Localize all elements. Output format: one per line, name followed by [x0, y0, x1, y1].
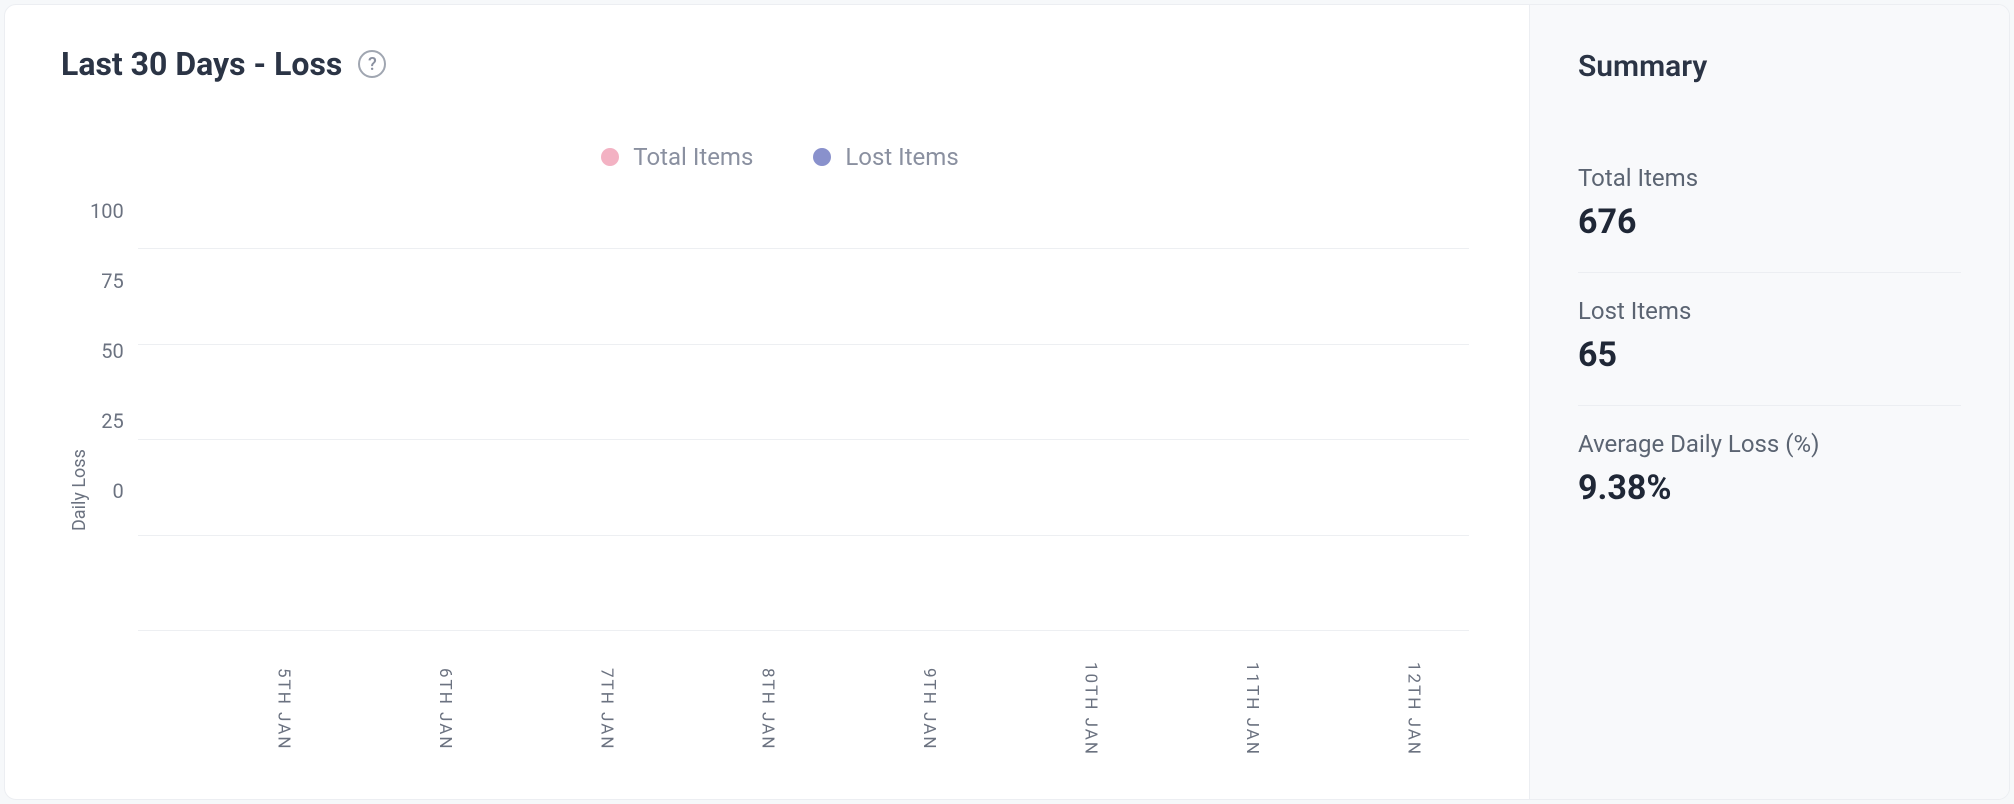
legend-swatch-lost: [813, 148, 831, 166]
summary-stat-label: Lost Items: [1578, 297, 1961, 325]
y-tick: 100: [90, 201, 124, 221]
help-icon[interactable]: ?: [358, 50, 386, 78]
summary-stat-value: 676: [1578, 202, 1961, 242]
legend-label-total: Total Items: [633, 143, 753, 171]
x-tick: 5TH JAN: [183, 649, 293, 769]
chart-legend: Total Items Lost Items: [61, 143, 1499, 171]
summary-stat-label: Average Daily Loss (%): [1578, 430, 1961, 458]
summary-stat-value: 9.38%: [1578, 468, 1961, 508]
x-tick: 9TH JAN: [829, 649, 939, 769]
summary-stat-value: 65: [1578, 335, 1961, 375]
summary-stat: Average Daily Loss (%) 9.38%: [1578, 406, 1961, 538]
y-axis-ticks: 100 75 50 25 0: [90, 201, 138, 501]
chart-title-row: Last 30 Days - Loss ?: [61, 45, 1499, 83]
x-axis-ticks: 5TH JAN 6TH JAN 7TH JAN 8TH JAN 9TH JAN 10TH …: [138, 649, 1469, 769]
x-tick: 12TH JAN: [1313, 649, 1423, 769]
legend-item-lost[interactable]: Lost Items: [813, 143, 958, 171]
x-tick: 10TH JAN: [990, 649, 1100, 769]
chart-title: Last 30 Days - Loss: [61, 45, 342, 83]
summary-stat: Total Items 676: [1578, 140, 1961, 273]
help-icon-glyph: ?: [368, 54, 377, 75]
y-tick: 50: [90, 341, 124, 361]
legend-swatch-total: [601, 148, 619, 166]
summary-stat: Lost Items 65: [1578, 273, 1961, 406]
y-tick: 25: [90, 411, 124, 431]
y-tick: 75: [90, 271, 124, 291]
x-tick: 6TH JAN: [345, 649, 455, 769]
summary-pane: Summary Total Items 676 Lost Items 65 Averag…: [1529, 5, 2009, 799]
x-tick: 7TH JAN: [506, 649, 616, 769]
legend-item-total[interactable]: Total Items: [601, 143, 753, 171]
summary-stat-label: Total Items: [1578, 164, 1961, 192]
legend-label-lost: Lost Items: [845, 143, 958, 171]
chart-grid: [138, 211, 1469, 631]
summary-title: Summary: [1578, 49, 1961, 84]
loss-dashboard-card: Last 30 Days - Loss ? Total Items Lost I…: [4, 4, 2010, 800]
y-axis-label: Daily Loss: [61, 211, 90, 769]
y-tick: 0: [90, 481, 124, 501]
chart-pane: Last 30 Days - Loss ? Total Items Lost I…: [5, 5, 1529, 799]
x-tick: 8TH JAN: [668, 649, 778, 769]
summary-stats: Total Items 676 Lost Items 65 Average Daily …: [1578, 140, 1961, 538]
x-tick: 11TH JAN: [1152, 649, 1262, 769]
plot-wrapper: Daily Loss 1007550250 5TH JAN6TH JAN7TH …: [61, 211, 1499, 769]
chart-bars: [138, 211, 1469, 631]
